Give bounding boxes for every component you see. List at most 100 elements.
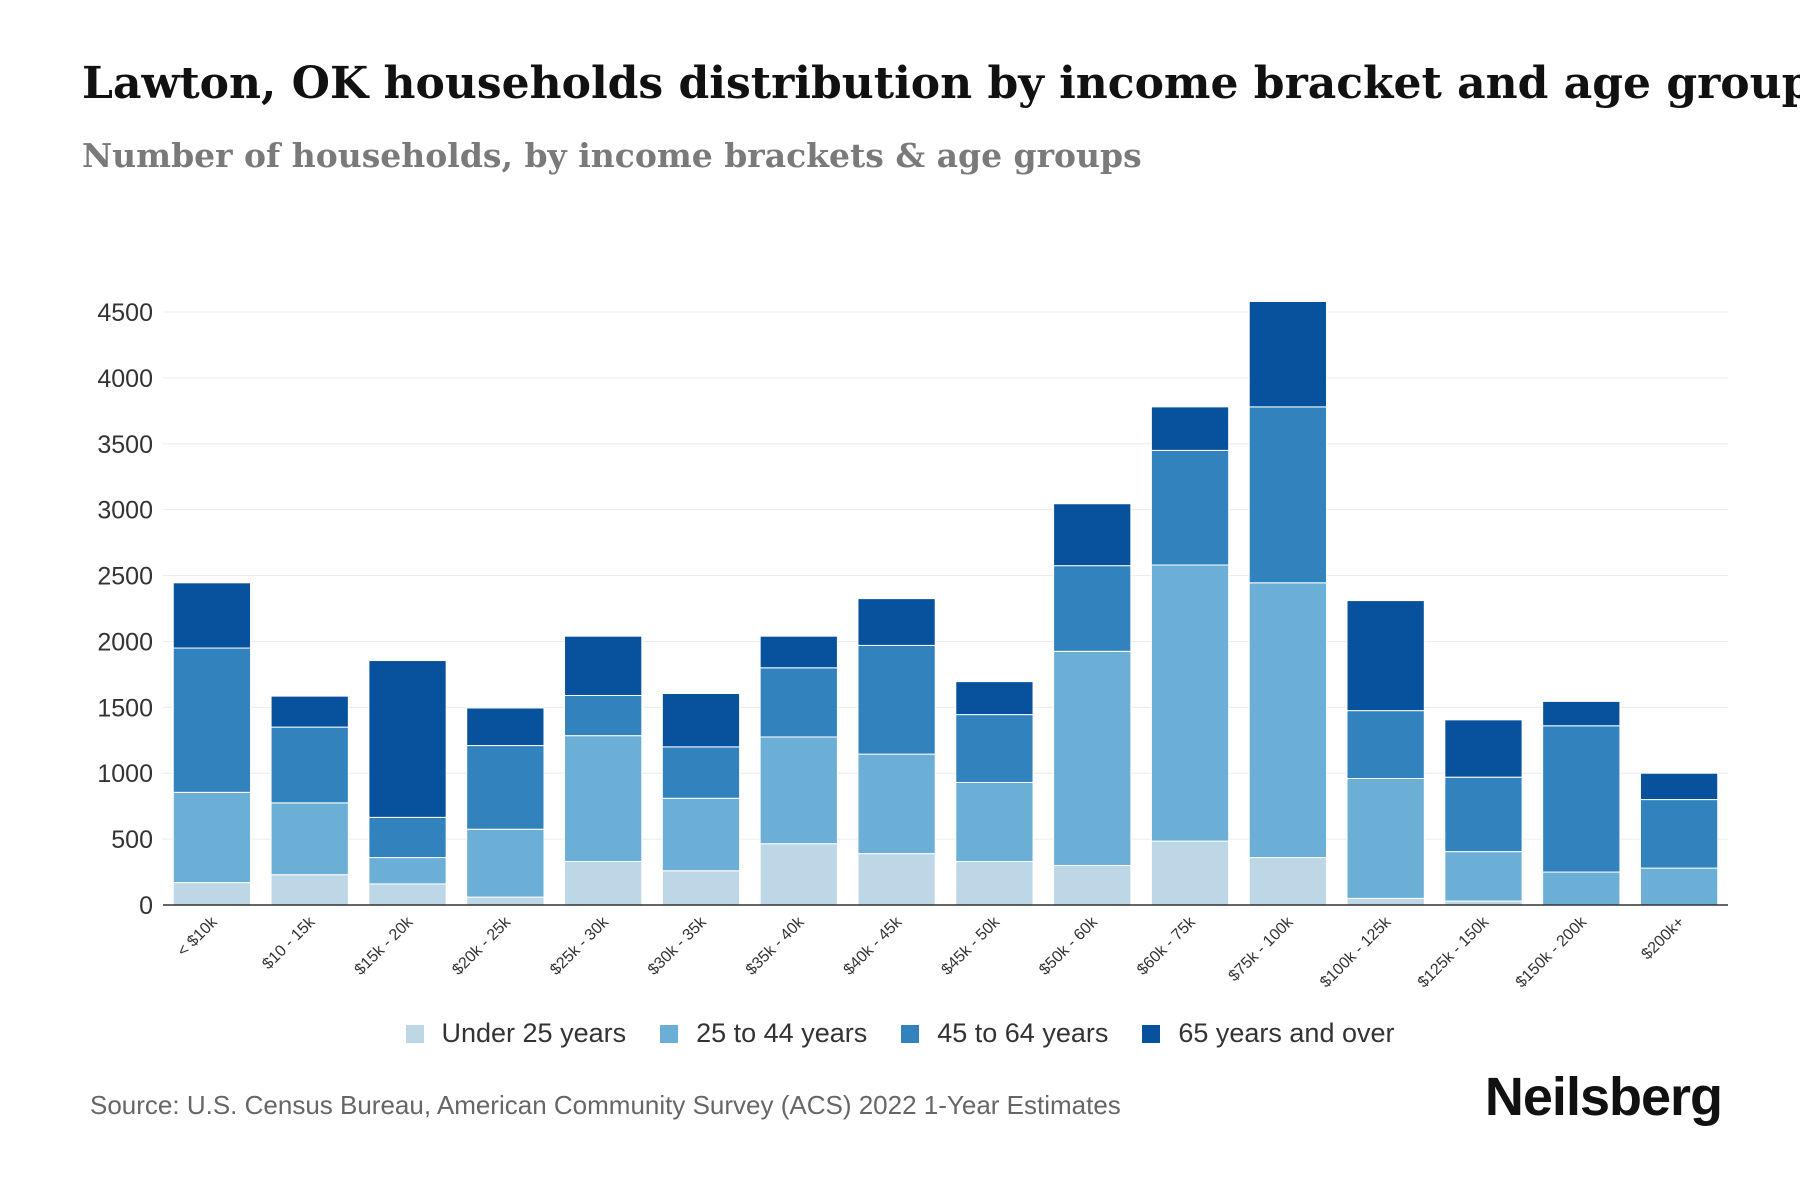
- x-tick-label: $200k+: [1638, 914, 1687, 963]
- bar-segment: [1444, 776, 1523, 853]
- x-tick-label: $35k - 40k: [743, 913, 809, 979]
- bar-segment: [564, 861, 643, 906]
- bar-segment: [466, 707, 545, 747]
- brand-logo: Neilsberg: [1484, 1067, 1723, 1127]
- bar-segment: [1248, 300, 1327, 408]
- x-tick-label: $45k - 50k: [938, 913, 1004, 979]
- legend-item-25-to-44: 25 to 44 years: [660, 1018, 867, 1049]
- bar-segment: [759, 635, 838, 669]
- legend: Under 25 years 25 to 44 years 45 to 64 y…: [0, 1018, 1800, 1049]
- x-tick-label: $150k - 200k: [1513, 913, 1591, 991]
- bar-segment: [661, 797, 741, 872]
- bar-segment: [1639, 867, 1719, 906]
- legend-label-under-25: Under 25 years: [441, 1018, 627, 1048]
- bar-segment: [1346, 710, 1425, 779]
- bar-segment: [1248, 857, 1327, 906]
- bar-segment: [1053, 503, 1132, 567]
- x-tick-label: $15k - 20k: [352, 913, 418, 979]
- bar-segment: [1150, 564, 1230, 842]
- x-tick-label: $125k - 150k: [1415, 913, 1493, 991]
- y-tick-label: 500: [111, 826, 153, 854]
- legend-item-under-25: Under 25 years: [405, 1018, 627, 1049]
- bar-segment: [759, 667, 838, 738]
- x-tick-label: $25k - 30k: [547, 913, 613, 979]
- x-tick-label: $100k - 125k: [1317, 913, 1395, 991]
- bar-segment: [1346, 897, 1425, 906]
- bar-segment: [1053, 864, 1132, 906]
- bar-segment: [270, 726, 349, 804]
- x-tick-label: $60k - 75k: [1134, 913, 1200, 979]
- bar-segment: [1542, 725, 1621, 873]
- x-tick-label: $75k - 100k: [1226, 913, 1298, 985]
- y-tick-label: 1500: [97, 694, 153, 722]
- bar-segment: [466, 828, 545, 898]
- y-tick-label: 4000: [97, 365, 153, 393]
- bar-segment: [172, 647, 252, 793]
- y-tick-label: 4500: [97, 299, 153, 327]
- bar-segment: [368, 857, 447, 885]
- bar-segment: [759, 843, 838, 906]
- bar-segment: [564, 735, 643, 863]
- bar-segment: [1346, 600, 1425, 712]
- x-tick-label: $20k - 25k: [449, 913, 515, 979]
- bar-segment: [172, 791, 252, 884]
- bar-segment: [368, 816, 447, 859]
- bar-segment: [270, 874, 349, 906]
- legend-item-65-and-over: 65 years and over: [1142, 1018, 1395, 1049]
- bar-segment: [368, 883, 447, 906]
- bar-segment: [857, 598, 936, 646]
- bar-segment: [270, 695, 349, 728]
- legend-swatch-25-to-44: [660, 1024, 679, 1043]
- bar-segment: [270, 802, 349, 876]
- bar-segment: [1150, 840, 1230, 906]
- bar-segment: [172, 582, 252, 649]
- x-tick-label: < $10k: [174, 913, 221, 960]
- bar-segment: [564, 635, 643, 696]
- bar-segment: [955, 681, 1034, 716]
- bar-segment: [1444, 851, 1523, 902]
- bar-segment: [1248, 406, 1327, 584]
- bar-segment: [857, 753, 936, 855]
- bar-segment: [1150, 449, 1230, 566]
- bar-segment: [955, 861, 1034, 906]
- bar-segment: [1248, 582, 1327, 859]
- bar-segment: [368, 660, 447, 818]
- legend-swatch-45-to-64: [901, 1024, 920, 1043]
- legend-label-45-to-64: 45 to 64 years: [937, 1018, 1109, 1048]
- x-tick-label: $10 - 15k: [259, 913, 319, 973]
- bar-segment: [172, 882, 252, 906]
- bar-segment: [466, 896, 545, 906]
- y-tick-label: 3000: [97, 497, 153, 525]
- x-tick-label: $50k - 60k: [1036, 913, 1102, 979]
- bar-segment: [661, 870, 741, 906]
- bar-segment: [1639, 799, 1719, 869]
- bar-segment: [564, 694, 643, 737]
- legend-label-25-to-44: 25 to 44 years: [696, 1018, 868, 1048]
- y-tick-label: 3500: [97, 431, 153, 459]
- y-tick-label: 2000: [97, 628, 153, 656]
- bar-segment: [857, 853, 936, 906]
- legend-label-65-and-over: 65 years and over: [1178, 1018, 1395, 1048]
- bar-segment: [1542, 700, 1621, 727]
- x-tick-label: $30k - 35k: [645, 913, 711, 979]
- bar-segment: [955, 781, 1034, 863]
- y-tick-label: 1000: [97, 760, 153, 788]
- legend-swatch-65-and-over: [1142, 1024, 1161, 1043]
- chart-subtitle: Number of households, by income brackets…: [82, 136, 1142, 175]
- bar-segment: [466, 745, 545, 830]
- bar-segment: [1346, 777, 1425, 899]
- bar-segment: [759, 736, 838, 845]
- bar-segment: [661, 746, 741, 799]
- legend-swatch-under-25: [405, 1024, 424, 1043]
- stacked-bar-chart: 0 500 1000 1500 2000 2500 3000 3500 4000 4500 < $1…: [97, 299, 1728, 991]
- bar-segment: [955, 714, 1034, 783]
- y-tick-label: 2500: [97, 563, 153, 591]
- x-tick-label: $40k - 45k: [841, 913, 907, 979]
- y-tick-label: 0: [139, 892, 153, 920]
- source-note: Source: U.S. Census Bureau, American Com…: [90, 1090, 1121, 1120]
- bar-segment: [1639, 772, 1719, 801]
- bar-segment: [857, 644, 936, 755]
- bar-segment: [1150, 406, 1230, 451]
- bar-segment: [661, 692, 741, 748]
- bar-segment: [1053, 565, 1132, 652]
